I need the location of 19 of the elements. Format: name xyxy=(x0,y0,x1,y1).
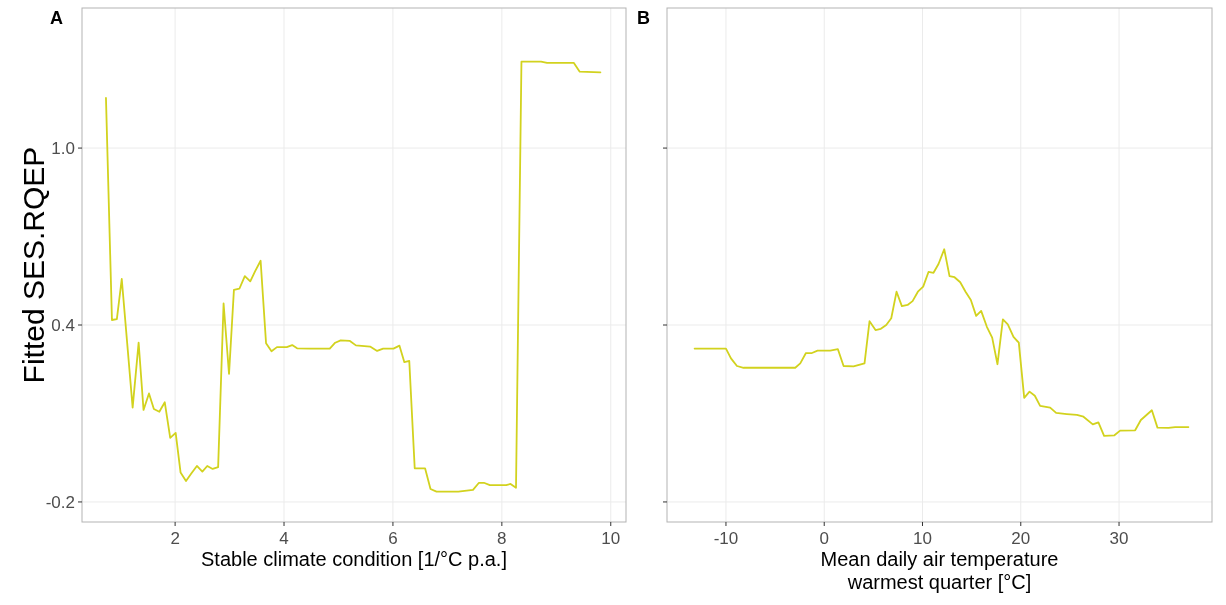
y-tick-label: -0.2 xyxy=(45,492,75,512)
x-tick-label: 10 xyxy=(913,529,932,548)
x-axis-title: Stable climate condition [1/°C p.a.] xyxy=(201,548,507,570)
x-axis-title: Mean daily air temperature warmest quarter [°C] xyxy=(820,548,1059,593)
line-series xyxy=(105,60,602,493)
x-tick-label: 8 xyxy=(497,529,507,548)
y-tick-label: 0.4 xyxy=(51,316,75,336)
x-tick-label: 4 xyxy=(279,529,289,548)
y-axis-title: Fitted SES.RQEP xyxy=(17,146,50,384)
x-tick-label: -10 xyxy=(713,529,739,548)
x-tick-label: 2 xyxy=(170,529,180,548)
x-tick-label: 20 xyxy=(1011,529,1031,548)
chart-title: A xyxy=(50,8,63,28)
y-tick-label: 1.0 xyxy=(51,139,75,159)
x-tick-label: 0 xyxy=(819,529,829,548)
chart-title: B xyxy=(637,8,650,28)
x-tick-label: 10 xyxy=(601,529,621,548)
x-tick-label: 30 xyxy=(1109,529,1129,548)
x-tick-label: 6 xyxy=(388,529,398,548)
